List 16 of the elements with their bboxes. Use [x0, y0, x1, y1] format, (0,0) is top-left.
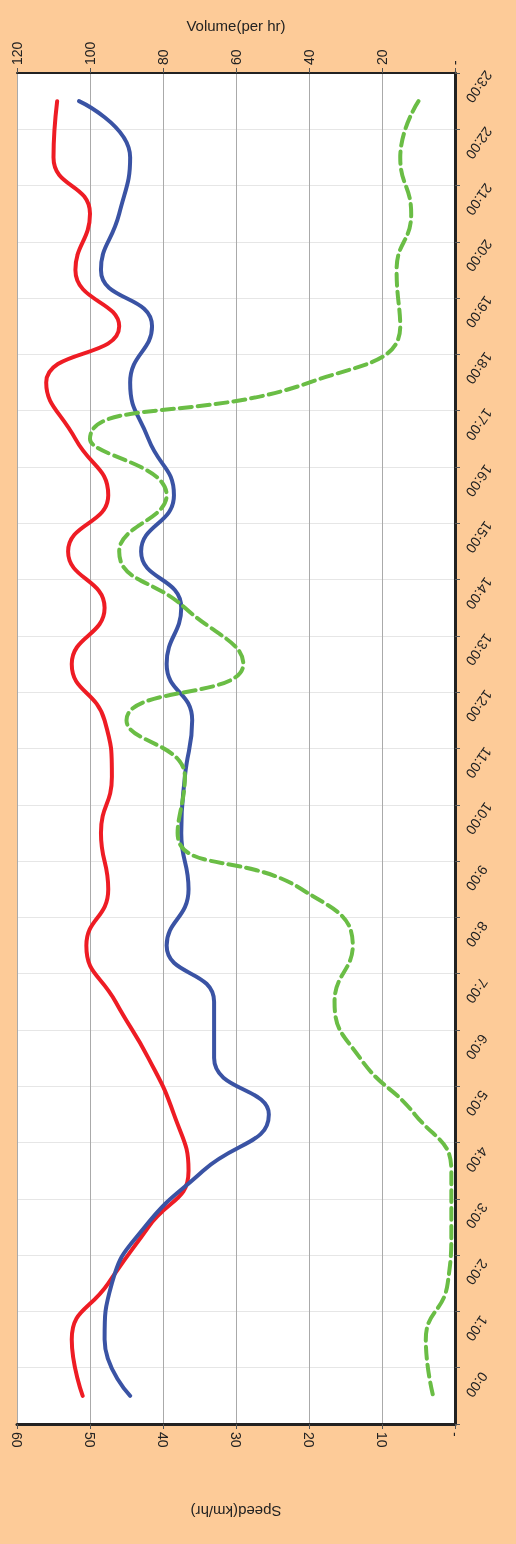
x2-tick-label: 120 — [9, 41, 25, 65]
x2-tick-label: 100 — [82, 41, 98, 65]
x-tick-label: - — [447, 1432, 463, 1437]
x-axis-title: Speed(km/hr) — [190, 1503, 282, 1520]
x-tick-label: 40 — [155, 1432, 171, 1448]
x-tick-label: 20 — [301, 1432, 317, 1448]
x2-tick-label: 20 — [374, 49, 390, 65]
x-tick-label: 30 — [228, 1432, 244, 1448]
x-tick-label: 10 — [374, 1432, 390, 1448]
x-tick-label: 50 — [82, 1432, 98, 1448]
x2-tick-label: - — [447, 60, 463, 65]
x2-tick-label: 80 — [155, 49, 171, 65]
x-tick-label: 60 — [9, 1432, 25, 1448]
x2-tick-label: 40 — [301, 49, 317, 65]
x2-axis-title: Volume(per hr) — [186, 17, 286, 34]
x2-tick-label: 60 — [228, 49, 244, 65]
